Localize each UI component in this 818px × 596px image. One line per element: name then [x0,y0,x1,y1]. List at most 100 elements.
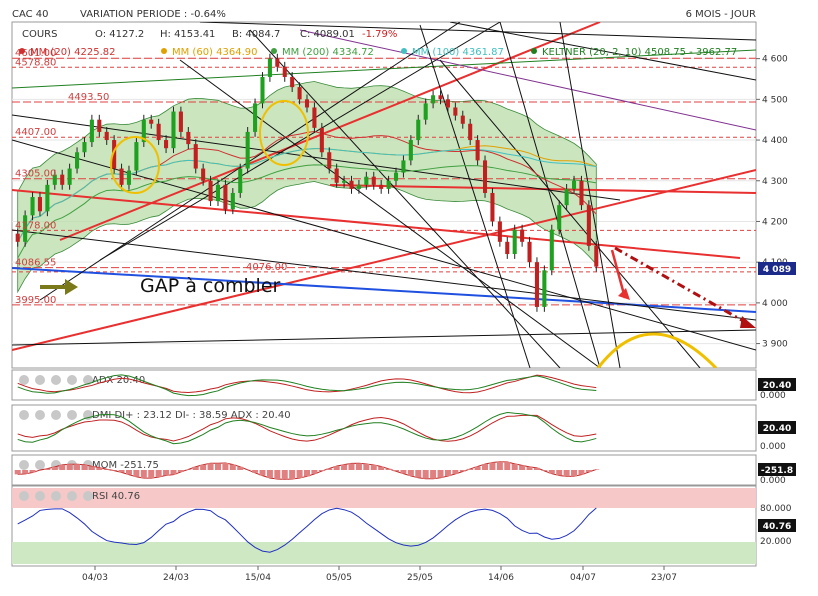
axis-tick-label: 4 600 [762,55,788,65]
momentum-bar [118,470,125,473]
candle-body [82,142,87,153]
momentum-bar [163,470,170,476]
candle-body [579,180,584,206]
candle-body [141,119,146,143]
x-tick-label: 24/03 [163,573,189,583]
momentum-bar [200,464,207,470]
candle-body [386,180,391,189]
momentum-bar [229,464,236,470]
legend-dot [161,48,167,54]
momentum-bar [88,466,95,470]
candle [149,114,154,129]
candle-body [134,142,139,171]
candle [134,137,139,176]
indicator-badge-text: 40.76 [763,522,791,532]
candle-body [490,192,495,222]
moving-averages [17,130,597,259]
candle-body [379,184,384,189]
momentum-bar [511,463,518,470]
momentum-bar [289,470,296,480]
candle [571,175,577,194]
momentum-bar [504,461,511,470]
axis-tick-label: 4 000 [762,299,788,309]
panel-axis-label: 20.000 [760,537,792,547]
momentum-bar [370,464,377,470]
candle-body [45,184,50,212]
candle [445,94,450,113]
candle-body [423,103,428,120]
candle [482,155,488,198]
momentum-bar [541,470,548,471]
candle-body [260,76,265,104]
momentum-bar [192,466,199,470]
arrow-head-icon [618,288,630,300]
rsi-oversold-zone [12,542,756,564]
candle [164,135,169,154]
candle [371,171,376,190]
candle-body [75,152,80,169]
panel-label: DMI DI+ : 23.12 DI- : 38.59 ADX : 20.40 [92,410,291,421]
indicator-badge [758,421,796,434]
candle [230,188,235,215]
candle-body [557,205,562,230]
last-price-text: 4 089 [763,265,791,275]
momentum-bar [415,470,422,478]
indicator-line [17,414,597,442]
momentum-bar [452,470,459,474]
candle [23,210,28,247]
candles [15,53,599,312]
panel-axis-label: 80.000 [760,504,792,514]
candle-body [356,184,361,189]
x-tick-label: 15/04 [245,573,271,583]
candle-body [416,119,421,141]
momentum-bar [274,470,281,480]
candle [520,224,525,247]
candle [215,179,221,206]
momentum-bar [571,470,578,477]
level-label: 4086.55 [15,258,56,269]
momentum-bar [585,470,592,472]
candle-body [468,123,473,141]
panel-tool-icon [51,375,61,385]
candle [201,163,206,186]
candle-body [89,119,94,143]
date-axis: 04/03 24/03 15/04 05/05 25/05 14/06 04/07 23/07 [82,566,677,583]
candle [468,118,473,145]
candle [171,106,176,154]
candle-body [275,58,280,67]
momentum-bar [341,464,348,470]
momentum-bar [14,470,21,475]
level-label: 4578.80 [15,57,56,68]
candle [89,114,94,147]
momentum-bar [103,469,110,470]
momentum-bar [66,464,73,470]
candle-body [534,262,539,307]
panel-tool-icon [35,375,45,385]
panel-tool-icon [19,375,29,385]
indicator-panel-adx: ADX 20.40 20.400.000 [11,369,796,401]
candle-body [586,205,591,246]
candle-body [112,140,117,169]
level-label: 4493.50 [68,92,109,103]
candle [260,72,265,109]
momentum-bar [393,470,400,472]
momentum-bar [519,465,526,470]
trend-line [12,169,756,351]
candle-body [97,119,102,132]
indicator-badge [758,378,796,391]
candle [475,135,480,166]
candle [408,135,413,166]
candle [119,163,124,190]
legend-dot [271,48,277,54]
level-lines [12,57,756,306]
momentum-bar [400,470,407,474]
candle-body [438,95,443,100]
candle-body [104,131,109,141]
candle [223,179,228,215]
indicator-badge [758,519,796,532]
momentum-bar [333,466,340,470]
momentum-bar [482,464,489,470]
candle-body [334,168,339,183]
momentum-bar [355,463,362,470]
